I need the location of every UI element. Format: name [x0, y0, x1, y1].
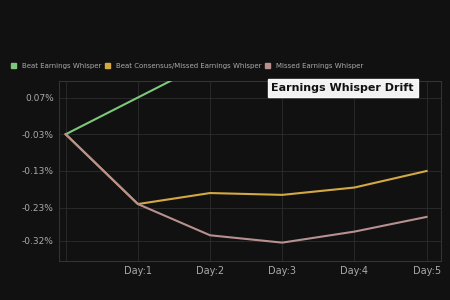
Text: Earnings Whisper Drift: Earnings Whisper Drift [271, 83, 414, 93]
Legend: Beat Earnings Whisper, Beat Consensus/Missed Earnings Whisper, Missed Earnings W: Beat Earnings Whisper, Beat Consensus/Mi… [8, 61, 366, 72]
